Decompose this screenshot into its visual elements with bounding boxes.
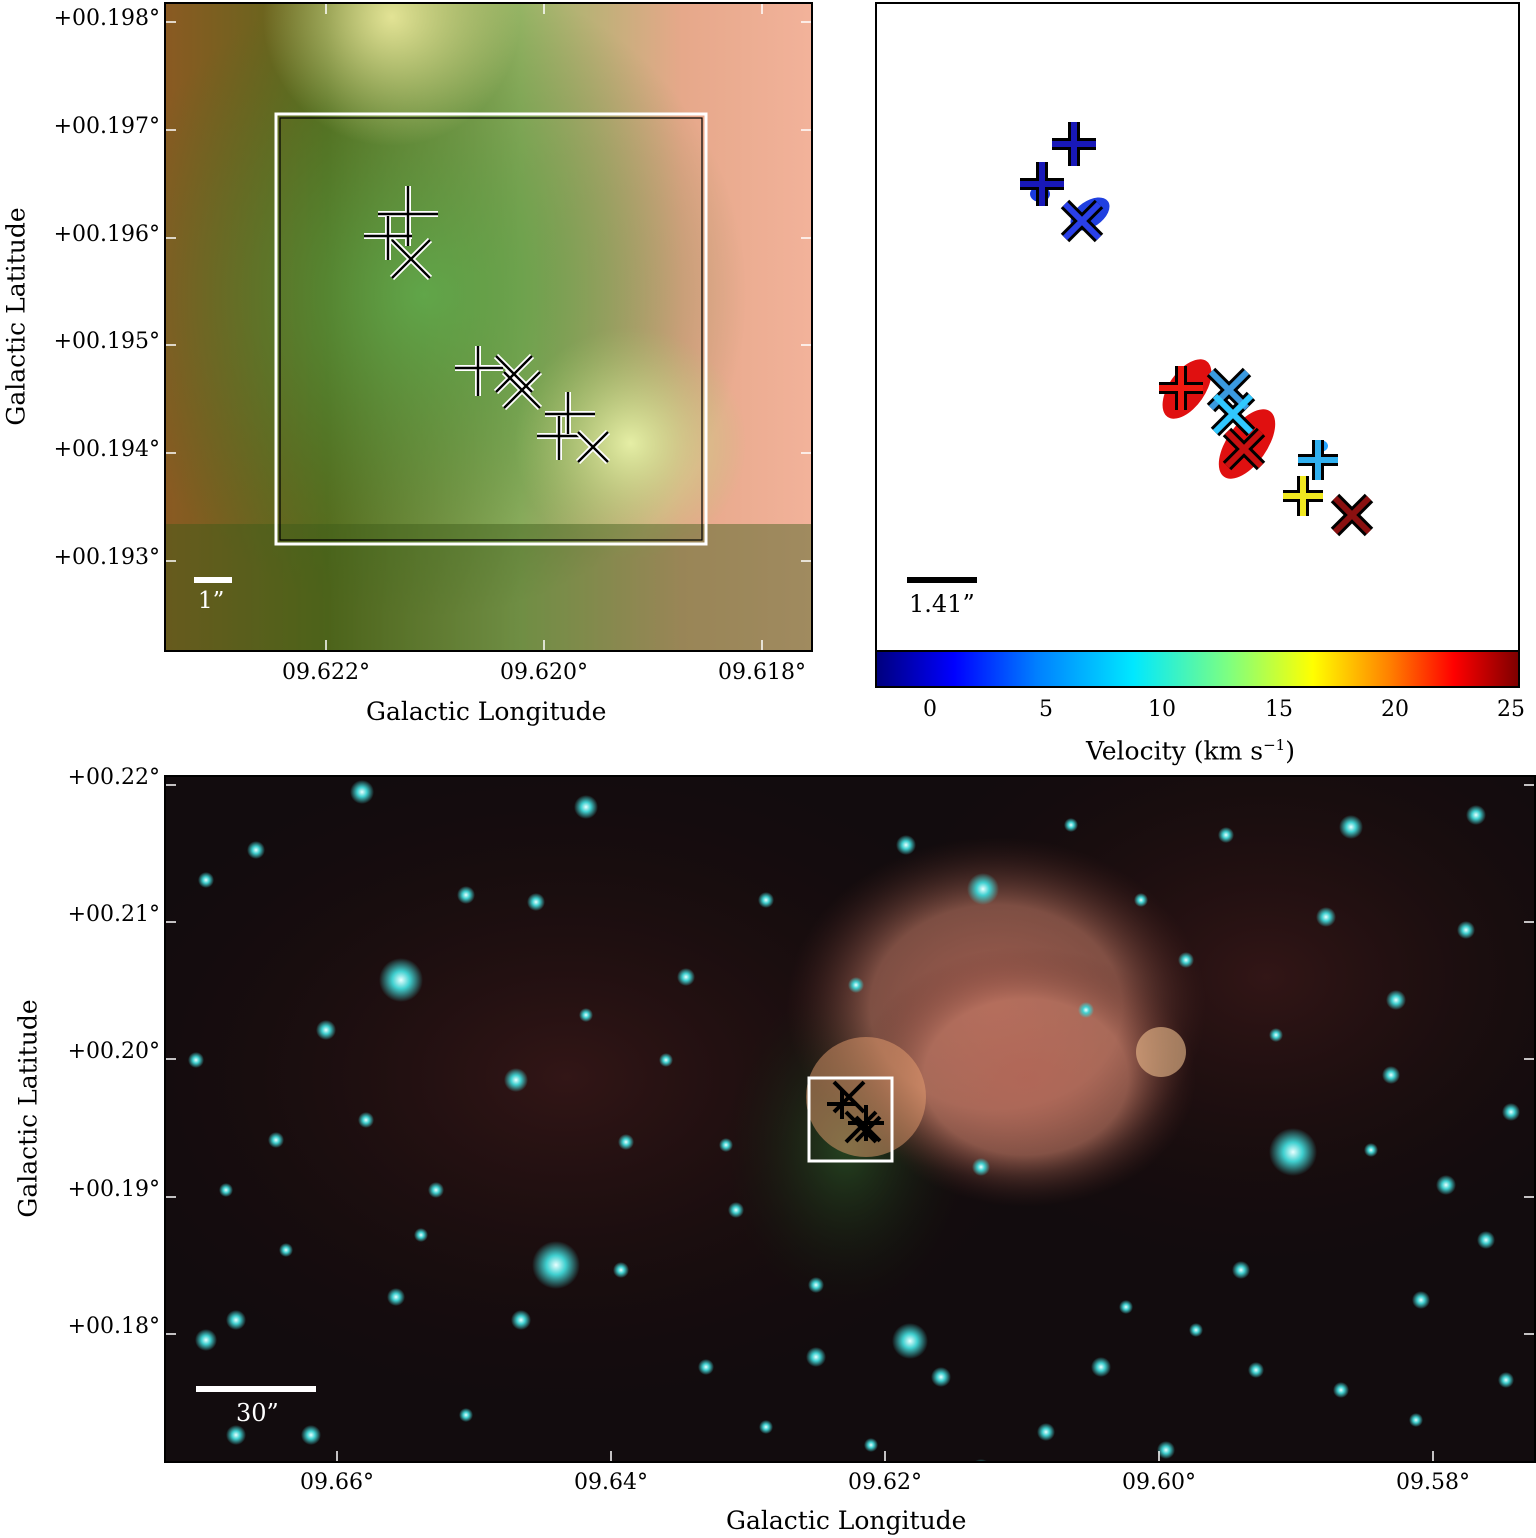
x-marker [1212, 393, 1254, 435]
scale-bar-label: 1.41” [909, 590, 975, 618]
tl-markers [364, 186, 611, 465]
velocity-map-panel: 1.41” [875, 2, 1520, 652]
x-axis-title: Galactic Longitude [726, 1506, 967, 1535]
y-axis-title: Galactic Latitude [13, 999, 43, 1218]
velocity-colorbar [875, 650, 1520, 688]
x-tick-label: 09.62° [848, 1470, 922, 1495]
scale-bar-label: 1” [198, 588, 225, 614]
x-tick-label: 09.622° [282, 660, 370, 685]
colorbar-title: Velocity (km s−1) [1086, 736, 1295, 766]
x-axis-title: Galactic Longitude [366, 697, 607, 726]
x-tick-label: 09.618° [718, 660, 806, 685]
y-axis-title: Galactic Latitude [1, 207, 31, 426]
scale-bar-label: 30” [236, 1399, 279, 1427]
y-tick-label: +00.193° [53, 545, 160, 570]
x-tick-label: 09.64° [574, 1470, 648, 1495]
y-tick-label: +00.22° [67, 765, 160, 790]
colorbar-tick-label: 20 [1381, 697, 1409, 722]
velocity-markers-plot [907, 122, 1374, 583]
y-tick-label: +00.20° [67, 1039, 160, 1064]
x-tick-label: 09.58° [1396, 1470, 1470, 1495]
stars [188, 780, 1520, 1461]
scale-bar [196, 1386, 316, 1392]
y-tick-label: +00.18° [67, 1314, 160, 1339]
y-tick-label: +00.19° [67, 1177, 160, 1202]
x-marker [1224, 429, 1264, 469]
plus-marker [1020, 122, 1096, 206]
zoom-region-box [274, 112, 708, 546]
y-tick-label: +00.195° [53, 329, 160, 354]
colorbar-tick-label: 10 [1148, 697, 1176, 722]
colorbar-tick-label: 5 [1039, 697, 1053, 722]
plus-marker [1283, 476, 1323, 516]
plus-marker [1298, 440, 1338, 480]
scale-bar [907, 577, 977, 583]
wide-field-panel: 30” [164, 775, 1536, 1463]
zoom-rgb-image [166, 4, 811, 650]
zoom-region-box [807, 1076, 894, 1163]
zoom-image-panel: 1” [164, 2, 813, 652]
y-tick-label: +00.21° [67, 902, 160, 927]
wide-field-image [166, 777, 1534, 1461]
x-marker [1332, 495, 1372, 535]
x-tick-label: 09.66° [300, 1470, 374, 1495]
bl-markers [827, 1080, 884, 1144]
x-tick-label: 09.60° [1122, 1470, 1196, 1495]
y-tick-label: +00.194° [53, 437, 160, 462]
y-tick-label: +00.196° [53, 222, 160, 247]
x-marker [1062, 201, 1102, 241]
y-tick-label: +00.197° [53, 114, 160, 139]
colorbar-tick-label: 0 [923, 697, 937, 722]
colorbar-tick-label: 25 [1497, 697, 1525, 722]
colorbar-tick-label: 15 [1265, 697, 1293, 722]
scale-bar [194, 577, 232, 583]
plus-marker [1159, 366, 1203, 410]
x-marker [391, 239, 609, 463]
plus-marker [364, 186, 595, 460]
x-tick-label: 09.620° [500, 660, 588, 685]
y-tick-label: +00.198° [53, 6, 160, 31]
